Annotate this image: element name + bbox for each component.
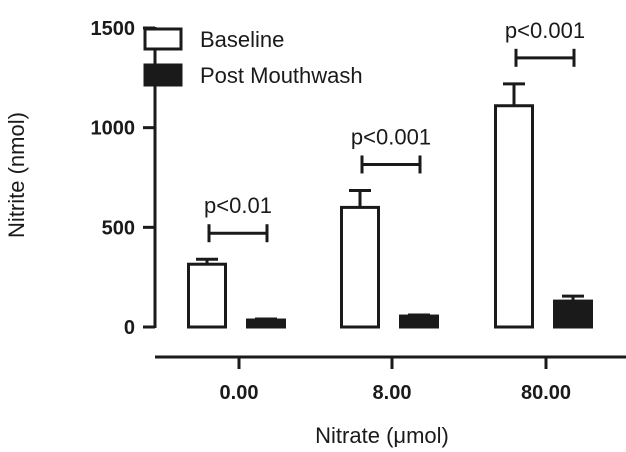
- p-value-label: p<0.001: [505, 18, 585, 43]
- y-tick-label: 0: [124, 317, 135, 339]
- bar-post-mouthwash: [399, 314, 439, 329]
- legend-label: Baseline: [200, 27, 284, 52]
- legend-swatch-baseline: [143, 27, 183, 51]
- bar-post-mouthwash: [553, 299, 593, 329]
- x-axis-title: Nitrate (μmol): [315, 423, 449, 448]
- bar-post-mouthwash: [246, 318, 286, 329]
- legend-swatch-post-mouthwash: [143, 63, 183, 87]
- bar-baseline: [494, 104, 534, 329]
- x-tick-label: 8.00: [373, 382, 412, 404]
- y-tick-label: 1500: [91, 18, 136, 40]
- x-tick-label: 0.00: [220, 382, 259, 404]
- x-axis: 0.00 8.00 80.00: [155, 355, 626, 404]
- y-axis: 0 500 1000 1500: [91, 18, 157, 339]
- significance-annotations: p<0.01 p<0.001 p<0.001: [204, 18, 585, 243]
- bar-baseline: [340, 205, 380, 329]
- y-tick-label: 500: [102, 217, 135, 239]
- legend: Baseline Post Mouthwash: [143, 27, 363, 88]
- bars: [187, 82, 593, 329]
- legend-label: Post Mouthwash: [200, 63, 363, 88]
- x-tick-label: 80.00: [521, 382, 571, 404]
- y-tick-label: 1000: [91, 118, 136, 140]
- bar-baseline: [187, 262, 227, 329]
- p-value-label: p<0.001: [351, 124, 431, 149]
- y-axis-title: Nitrite (nmol): [4, 112, 29, 238]
- p-value-label: p<0.01: [204, 193, 272, 218]
